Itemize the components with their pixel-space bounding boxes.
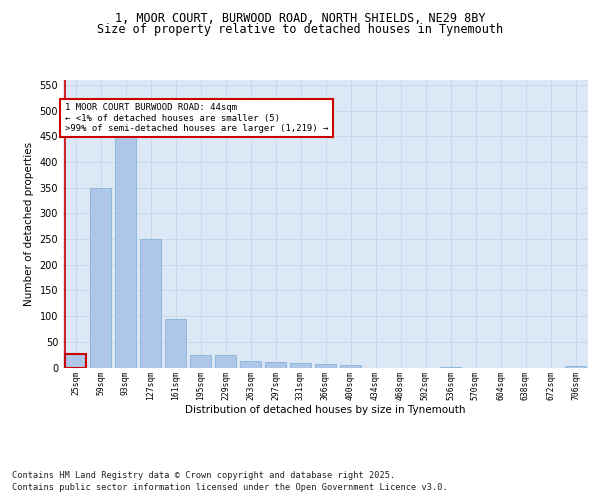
Text: Size of property relative to detached houses in Tynemouth: Size of property relative to detached ho… (97, 22, 503, 36)
Bar (340, 365, 361, 368)
Bar (440, 367, 461, 368)
X-axis label: Distribution of detached houses by size in Tynemouth: Distribution of detached houses by size … (185, 405, 466, 415)
Bar (565, 366, 586, 368)
Bar (215, 354, 236, 368)
Bar (115, 136, 136, 368)
Text: Contains HM Land Registry data © Crown copyright and database right 2025.: Contains HM Land Registry data © Crown c… (12, 471, 395, 480)
Y-axis label: Number of detached properties: Number of detached properties (24, 142, 34, 306)
Bar (315, 364, 336, 368)
Bar (65, 354, 86, 368)
Bar (165, 318, 186, 368)
Bar (240, 361, 261, 368)
Bar (140, 239, 161, 368)
Text: Contains public sector information licensed under the Open Government Licence v3: Contains public sector information licen… (12, 482, 448, 492)
Bar (290, 364, 311, 368)
Text: 1 MOOR COURT BURWOOD ROAD: 44sqm
← <1% of detached houses are smaller (5)
>99% o: 1 MOOR COURT BURWOOD ROAD: 44sqm ← <1% o… (65, 103, 328, 133)
Text: 1, MOOR COURT, BURWOOD ROAD, NORTH SHIELDS, NE29 8BY: 1, MOOR COURT, BURWOOD ROAD, NORTH SHIEL… (115, 12, 485, 26)
Bar (90, 188, 111, 368)
Bar (265, 362, 286, 368)
Bar (190, 354, 211, 368)
